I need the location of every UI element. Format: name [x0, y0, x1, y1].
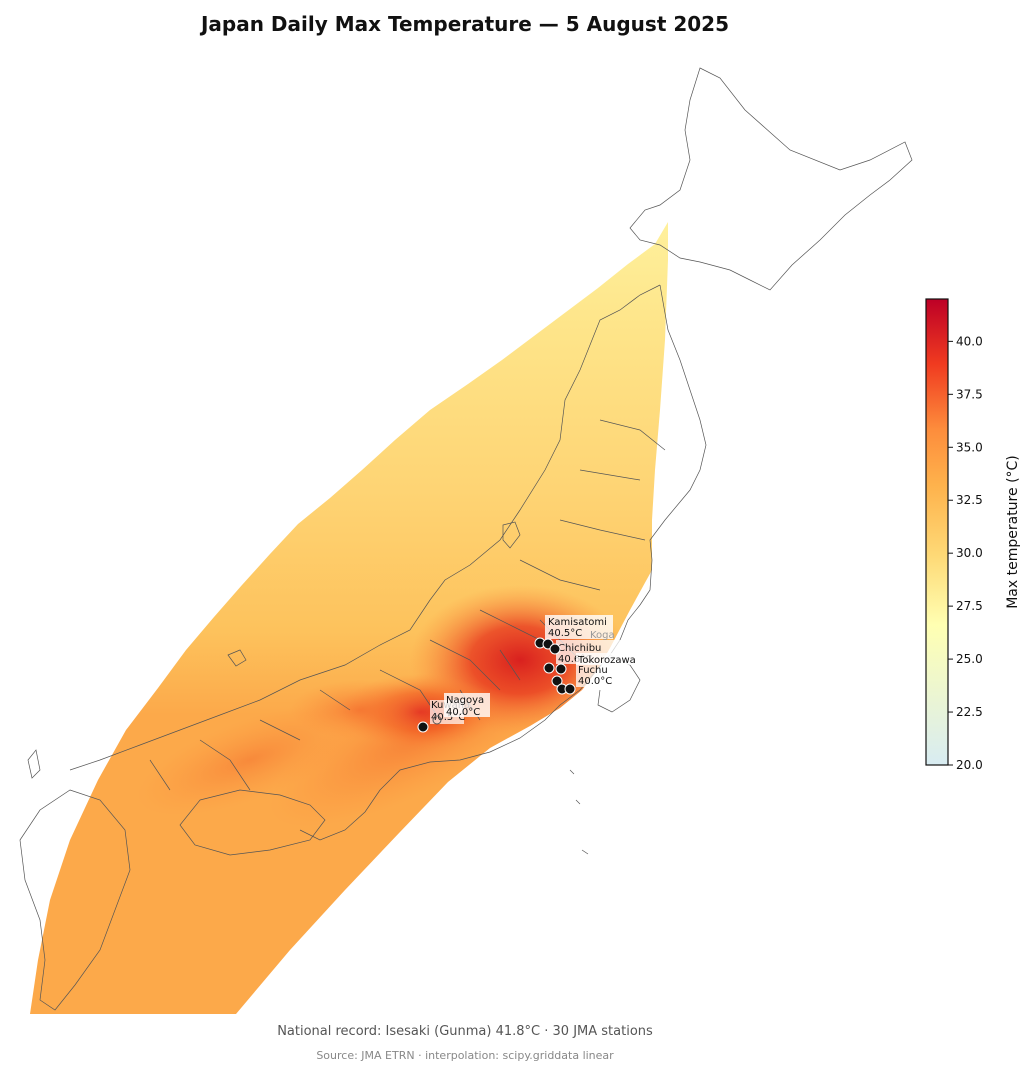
station-name-label: Chichibu [558, 643, 601, 654]
colorbar-tick-label: 20.0 [956, 758, 983, 772]
colorbar-tick-label: 32.5 [956, 493, 983, 507]
shikoku-outline [179, 789, 326, 856]
colorbar-ticks: 20.0 22.5 25.0 27.5 30.0 32.5 35.0 37.5 40.0 [948, 334, 983, 772]
colorbar-tick-label: 25.0 [956, 652, 983, 666]
kii-peninsula [299, 761, 431, 841]
colorbar-tick-label: 30.0 [956, 546, 983, 560]
station-nagoya[interactable]: Nagoya 40.0°C [417, 693, 490, 733]
kanto-coast [429, 604, 641, 763]
colorbar-label: Max temperature (°C) [1005, 455, 1021, 609]
sado-island [502, 521, 521, 549]
colorbar: 20.0 22.5 25.0 27.5 30.0 32.5 35.0 37.5 40.0 [925, 298, 983, 772]
honshu-north-outline [639, 284, 707, 606]
prefecture-lines [149, 419, 666, 791]
colorbar-tick-label: 35.0 [956, 440, 983, 454]
colorbar-tick-label: 37.5 [956, 387, 983, 401]
footer-source-text: Source: JMA ETRN · interpolation: scipy.… [316, 1049, 614, 1062]
oki-island [227, 649, 247, 667]
station-value-label: 40.0°C [446, 707, 480, 718]
hokkaido-outline [629, 67, 913, 291]
station-name-label: Fuchu [578, 665, 608, 676]
station-fuchu[interactable]: Fuchu 40.0°C [551, 663, 618, 695]
colorbar-gradient [925, 298, 949, 766]
kyushu-outline [19, 789, 131, 1011]
station-tokorozawa[interactable]: Tokorozawa [543, 653, 644, 675]
station-kamisatomi[interactable]: Kamisatomi 40.5°C [534, 615, 613, 649]
station-value-label: 40.0°C [578, 676, 612, 687]
goto-islands [27, 749, 41, 779]
station-name-label: Tokorozawa [577, 655, 636, 666]
map-title: Japan Daily Max Temperature — 5 August 2… [200, 12, 730, 36]
station-markers: Kamisatomi 40.5°C Koga Chichibu 40.6°C T… [417, 615, 644, 733]
colorbar-tick-label: 27.5 [956, 599, 983, 613]
station-name-label: Nagoya [446, 695, 484, 706]
station-value-label: 40.5°C [548, 628, 582, 639]
izu-islands [569, 769, 589, 855]
station-name-label: Kamisatomi [548, 617, 607, 628]
coastline [19, 67, 913, 1011]
colorbar-tick-label: 22.5 [956, 705, 983, 719]
footer-record-text: National record: Isesaki (Gunma) 41.8°C … [277, 1024, 653, 1039]
station-value-label: 40.5°C [431, 712, 465, 723]
station-value-label: 40.6°C [558, 654, 592, 665]
station-name-label: Koga [590, 630, 615, 641]
colorbar-tick-label: 40.0 [956, 334, 983, 348]
honshu-west-coast [69, 284, 661, 771]
